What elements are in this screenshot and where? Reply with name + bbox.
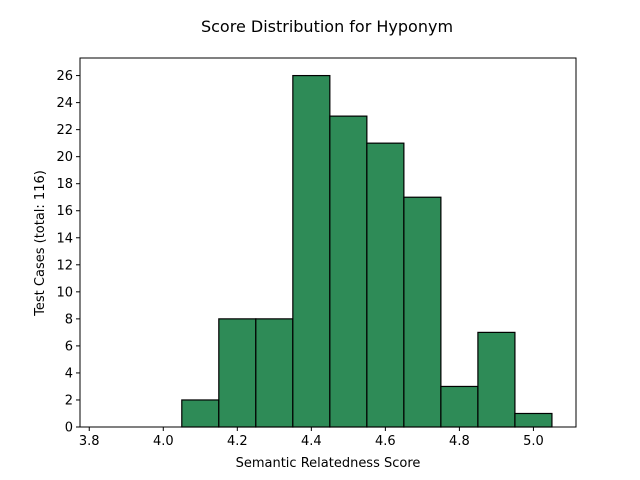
y-tick-label: 26 <box>56 69 73 84</box>
x-axis-label: Semantic Relatedness Score <box>236 456 421 471</box>
histogram-bar <box>477 331 516 428</box>
histogram-bar <box>329 115 368 428</box>
y-tick-label: 16 <box>56 204 73 219</box>
x-tick-label: 4.8 <box>449 434 470 449</box>
histogram-bar <box>403 196 442 428</box>
y-tick-label: 4 <box>65 366 73 381</box>
y-tick-label: 22 <box>56 123 73 138</box>
x-tick-label: 4.2 <box>227 434 248 449</box>
y-tick-label: 12 <box>56 258 73 273</box>
y-tick-label: 8 <box>65 312 73 327</box>
x-tick-label: 4.4 <box>301 434 322 449</box>
y-tick-label: 0 <box>65 421 73 436</box>
y-tick-label: 24 <box>56 96 73 111</box>
histogram-bar <box>218 318 257 428</box>
y-tick-label: 14 <box>56 231 73 246</box>
histogram-bar <box>514 412 553 428</box>
chart-title: Score Distribution for Hyponym <box>201 17 453 36</box>
x-tick-label: 5.0 <box>523 434 544 449</box>
x-tick-label: 3.8 <box>79 434 100 449</box>
x-tick-label: 4.0 <box>153 434 174 449</box>
histogram-bar <box>181 399 220 428</box>
y-tick-label: 20 <box>56 150 73 165</box>
y-tick-label: 18 <box>56 177 73 192</box>
y-tick-label: 6 <box>65 339 73 354</box>
y-axis-label: Test Cases (total: 116) <box>33 170 48 317</box>
histogram-bar <box>440 385 479 428</box>
histogram-bar <box>366 142 405 428</box>
y-tick-label: 2 <box>65 393 73 408</box>
x-tick-label: 4.6 <box>375 434 396 449</box>
histogram-bar <box>255 318 294 428</box>
x-axis-ticks: 3.8 4.0 4.2 4.4 4.6 4.8 5.0 <box>79 427 544 449</box>
histogram-bar <box>292 74 331 428</box>
bars-group <box>181 74 553 428</box>
y-tick-label: 10 <box>56 285 73 300</box>
plot-frame <box>79 57 577 428</box>
